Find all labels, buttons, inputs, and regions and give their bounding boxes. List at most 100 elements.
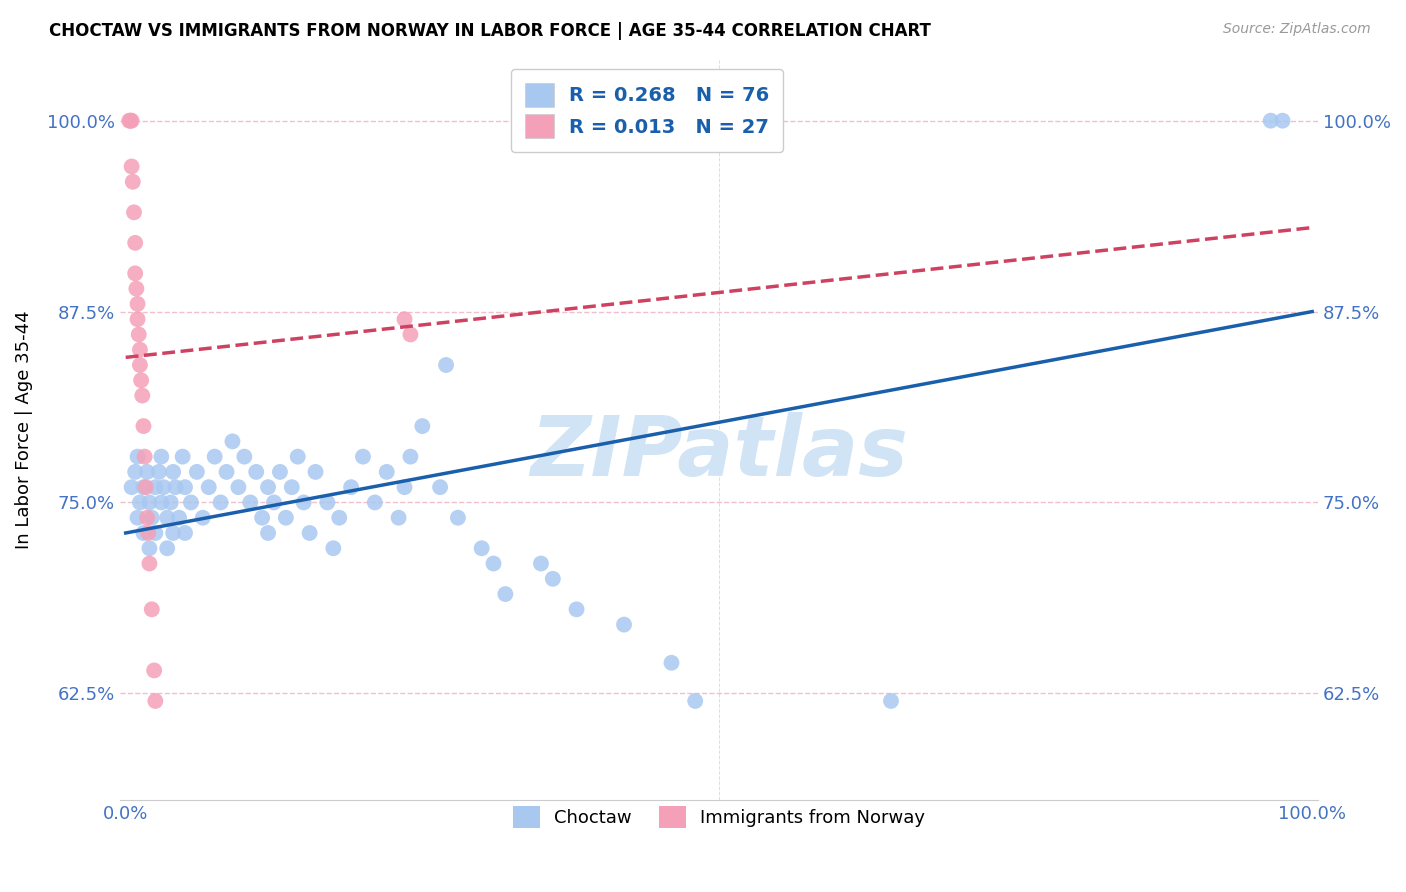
Point (127, 450, 149, 464)
Point (132, 419, 155, 434)
Point (129, 358, 152, 372)
Point (134, 450, 156, 464)
Point (180, 495, 202, 509)
Point (156, 541, 179, 556)
Y-axis label: In Labor Force | Age 35-44: In Labor Force | Age 35-44 (15, 310, 32, 549)
Point (162, 526, 184, 541)
Point (191, 510, 214, 524)
Point (127, 297, 149, 311)
Point (494, 587, 516, 601)
Point (399, 450, 422, 464)
Point (447, 510, 470, 524)
Point (138, 495, 160, 509)
Point (156, 510, 179, 524)
Point (683, 694, 706, 708)
Point (322, 541, 344, 556)
Point (375, 465, 398, 479)
Point (434, 358, 457, 372)
Point (129, 373, 152, 387)
Point (162, 465, 184, 479)
Point (143, 526, 166, 541)
Point (118, 113, 141, 128)
Legend: Choctaw, Immigrants from Norway: Choctaw, Immigrants from Norway (505, 799, 932, 836)
Point (122, 205, 145, 219)
Point (1271, 113, 1294, 128)
Point (239, 495, 262, 509)
Point (399, 327, 422, 342)
Point (263, 495, 285, 509)
Point (174, 526, 197, 541)
Point (215, 465, 238, 479)
Point (364, 495, 387, 509)
Point (135, 480, 157, 494)
Point (411, 419, 433, 434)
Point (1260, 113, 1282, 128)
Point (121, 175, 143, 189)
Point (127, 312, 149, 326)
Point (204, 450, 226, 464)
Point (429, 480, 451, 494)
Point (316, 495, 339, 509)
Point (124, 465, 146, 479)
Point (120, 113, 142, 128)
Point (132, 480, 155, 494)
Point (121, 160, 143, 174)
Point (186, 465, 208, 479)
Point (292, 495, 315, 509)
Point (174, 480, 197, 494)
Text: Source: ZipAtlas.com: Source: ZipAtlas.com (1223, 22, 1371, 37)
Point (131, 388, 153, 402)
Point (121, 113, 143, 128)
Point (298, 526, 321, 541)
Point (613, 617, 636, 632)
Point (132, 526, 155, 541)
Point (128, 327, 150, 342)
Point (328, 510, 350, 524)
Point (127, 510, 149, 524)
Point (257, 480, 280, 494)
Point (136, 510, 159, 524)
Point (233, 450, 256, 464)
Point (129, 495, 152, 509)
Point (269, 465, 291, 479)
Point (209, 495, 232, 509)
Point (121, 480, 143, 494)
Point (197, 480, 219, 494)
Point (136, 526, 159, 541)
Point (136, 465, 159, 479)
Point (172, 450, 194, 464)
Point (129, 343, 152, 357)
Point (304, 465, 326, 479)
Text: ZIPatlas: ZIPatlas (530, 411, 908, 492)
Point (482, 557, 505, 571)
Point (394, 312, 416, 326)
Point (340, 480, 363, 494)
Point (880, 694, 903, 708)
Point (394, 480, 416, 494)
Point (530, 557, 553, 571)
Point (221, 434, 243, 449)
Point (141, 510, 163, 524)
Point (124, 266, 146, 280)
Point (541, 572, 564, 586)
Point (138, 541, 160, 556)
Point (150, 495, 173, 509)
Point (228, 480, 250, 494)
Point (159, 495, 181, 509)
Point (565, 602, 588, 616)
Point (143, 694, 166, 708)
Point (250, 510, 273, 524)
Point (167, 510, 190, 524)
Point (387, 510, 409, 524)
Point (138, 557, 160, 571)
Point (124, 235, 146, 250)
Text: CHOCTAW VS IMMIGRANTS FROM NORWAY IN LABOR FORCE | AGE 35-44 CORRELATION CHART: CHOCTAW VS IMMIGRANTS FROM NORWAY IN LAB… (49, 22, 931, 40)
Point (471, 541, 494, 556)
Point (141, 602, 163, 616)
Point (125, 282, 148, 296)
Point (274, 510, 297, 524)
Point (165, 480, 187, 494)
Point (143, 664, 166, 678)
Point (257, 526, 280, 541)
Point (287, 450, 309, 464)
